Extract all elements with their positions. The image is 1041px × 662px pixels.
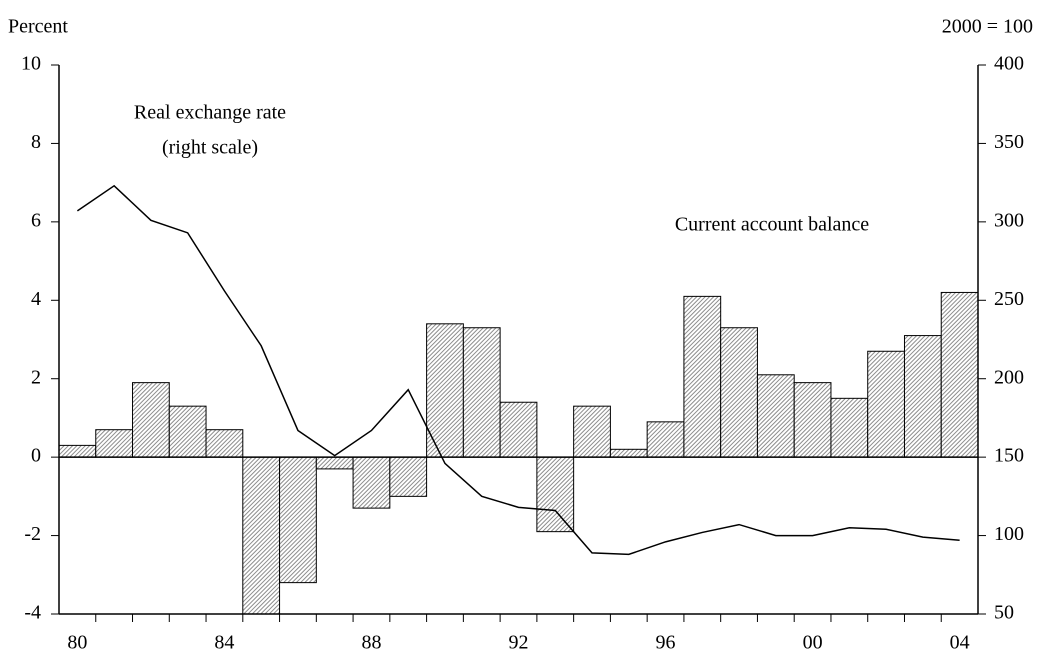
y-tick-label: -4	[24, 602, 41, 624]
y-tick-label: 0	[31, 445, 41, 467]
x-tick-label: 96	[656, 632, 676, 654]
series-label: Real exchange rate	[134, 102, 286, 124]
y2-tick-label: 300	[994, 209, 1024, 231]
bar	[499, 401, 538, 458]
y2-axis-label: 2000 = 100	[942, 16, 1033, 38]
x-tick-label: 00	[803, 632, 823, 654]
x-tick-label: 04	[950, 632, 970, 654]
x-tick-label: 92	[509, 632, 529, 654]
bar	[867, 350, 905, 458]
y2-tick-label: 350	[994, 131, 1024, 153]
bar	[536, 456, 575, 533]
bar	[279, 456, 317, 584]
bar	[903, 335, 942, 458]
bar	[573, 405, 611, 458]
y2-tick-label: 200	[994, 366, 1024, 388]
bar	[352, 456, 391, 509]
bar	[132, 382, 170, 458]
y2-tick-label: 250	[994, 288, 1024, 310]
x-tick-label: 80	[67, 632, 87, 654]
y2-tick-label: 150	[994, 445, 1024, 467]
line	[76, 184, 960, 556]
bar	[205, 429, 244, 458]
y2-tick-label: 400	[994, 53, 1024, 75]
bar	[58, 444, 97, 458]
bar	[315, 456, 354, 470]
bar	[168, 405, 207, 458]
y-tick-label: 10	[21, 53, 41, 75]
bar	[609, 448, 648, 458]
bar	[242, 456, 281, 615]
x-tick-label: 88	[361, 632, 381, 654]
bar	[756, 374, 795, 458]
bar	[720, 327, 758, 458]
y-tick-label: -2	[24, 523, 41, 545]
bar	[389, 456, 428, 497]
bar	[683, 295, 722, 458]
y2-tick-label: 100	[994, 523, 1024, 545]
y-tick-label: 2	[31, 366, 41, 388]
bar	[830, 397, 869, 458]
y-axis-label: Percent	[8, 16, 68, 38]
bar	[646, 421, 685, 458]
y-tick-label: 8	[31, 131, 41, 153]
x-tick-label: 84	[214, 632, 234, 654]
y-tick-label: 4	[31, 288, 41, 310]
bar	[793, 382, 832, 458]
series-label: Current account balance	[675, 214, 869, 236]
bar	[462, 327, 501, 458]
bar	[940, 291, 979, 458]
y2-tick-label: 50	[994, 602, 1014, 624]
y-tick-label: 6	[31, 209, 41, 231]
annotation: (right scale)	[162, 137, 258, 159]
bar	[95, 429, 134, 458]
